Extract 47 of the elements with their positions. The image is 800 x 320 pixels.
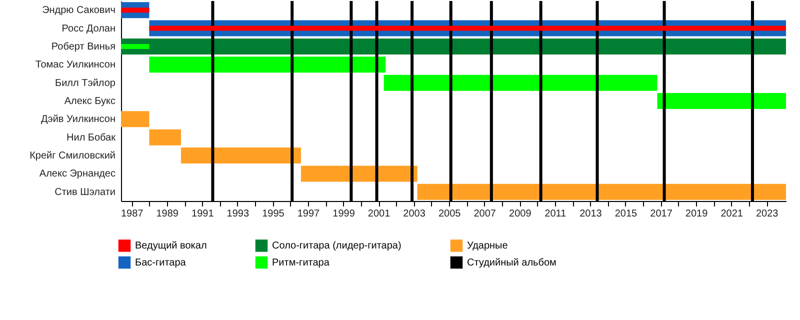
- y-tick-label: Дэйв Уилкинсон: [40, 114, 116, 126]
- bar: [657, 93, 786, 109]
- x-tick-label: 2015: [614, 208, 638, 220]
- x-tick-label: 1991: [192, 208, 214, 220]
- bar: [384, 74, 658, 91]
- bar: [121, 111, 150, 128]
- bar: [149, 56, 386, 73]
- x-tick-label: 1995: [262, 208, 285, 220]
- x-tick-label: 2019: [685, 208, 708, 220]
- bar: [300, 166, 418, 182]
- legend-label: Ведущий вокал: [135, 240, 207, 252]
- x-tick-label: 2021: [720, 208, 744, 220]
- x-tick-label: 2023: [756, 208, 779, 220]
- x-tick-label: 2003: [403, 208, 426, 220]
- x-tick-label: 2007: [474, 208, 496, 220]
- x-tick-label: 2013: [580, 208, 602, 220]
- x-tick-label: 1999: [332, 208, 356, 220]
- y-tick-label: Нил Бобак: [66, 132, 116, 144]
- y-tick-label: Росс Долан: [62, 23, 116, 34]
- x-tick-label: 2001: [368, 208, 391, 220]
- x-tick-label: 1989: [156, 208, 179, 220]
- bar: [417, 184, 786, 200]
- legend-label: Бас-гитара: [135, 258, 186, 268]
- x-tick-label: 1997: [297, 208, 320, 220]
- bar: [149, 26, 786, 31]
- bar: [121, 38, 786, 54]
- y-tick-label: Роберт Винья: [51, 41, 116, 52]
- legend-label: Ударные: [467, 240, 508, 252]
- x-tick-label: 1993: [226, 208, 250, 220]
- x-tick-label: 2009: [509, 208, 532, 220]
- bar: [121, 8, 150, 13]
- y-tick-label: Алекс Эрнандес: [39, 168, 116, 180]
- y-tick-label: Алекс Букс: [64, 96, 116, 107]
- y-tick-label: Крейг Смиловский: [30, 150, 116, 162]
- y-tick-label: Эндрю Сакович: [42, 5, 116, 16]
- x-tick-label: 2017: [650, 208, 673, 220]
- y-tick-label: Билл Тэйлор: [55, 78, 116, 89]
- y-tick-label: Томас Уилкинсон: [35, 60, 116, 71]
- bar: [180, 148, 301, 164]
- legend-label: Соло-гитара (лидер-гитара): [272, 240, 402, 252]
- x-tick-label: 1987: [120, 208, 144, 220]
- legend-label: Ритм-гитара: [272, 258, 330, 268]
- x-tick-label: 2011: [544, 208, 567, 220]
- x-tick-label: 2005: [438, 208, 462, 220]
- y-tick-label: Стив Шэлати: [54, 186, 116, 198]
- legend-label: Студийный альбом: [467, 258, 557, 268]
- bar: [149, 129, 181, 146]
